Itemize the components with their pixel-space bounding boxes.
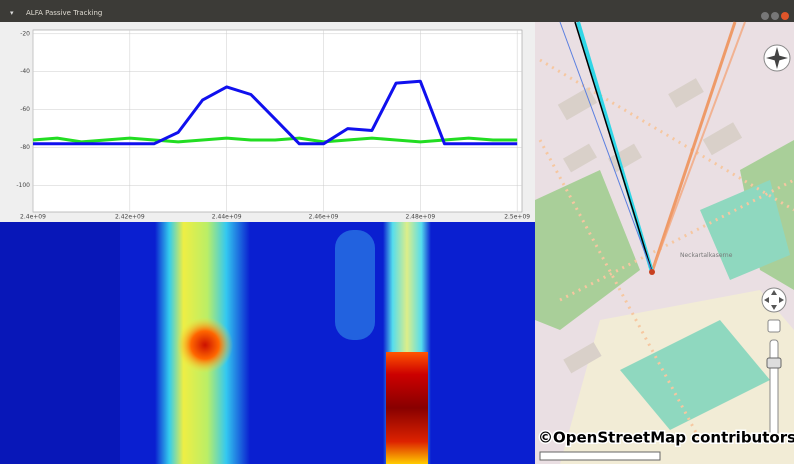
y-tick-label: -40 bbox=[20, 68, 30, 75]
x-tick-label: 2.5e+09 bbox=[504, 214, 530, 221]
maximize-button[interactable] bbox=[771, 12, 779, 20]
title-bar bbox=[0, 0, 794, 22]
zoom-slider[interactable] bbox=[770, 340, 778, 440]
window-title: ALFA Passive Tracking bbox=[26, 9, 102, 17]
x-tick-label: 2.48e+09 bbox=[405, 214, 435, 221]
waterfall bbox=[0, 222, 535, 464]
y-tick-label: -60 bbox=[20, 106, 30, 113]
map-label: Neckartalkaserne bbox=[680, 252, 733, 259]
y-tick-label: -100 bbox=[16, 182, 30, 189]
x-tick-label: 2.4e+09 bbox=[20, 214, 46, 221]
minimize-button[interactable] bbox=[761, 12, 769, 20]
compass[interactable] bbox=[764, 45, 790, 71]
scale-bar bbox=[540, 452, 660, 460]
home-button[interactable] bbox=[768, 320, 780, 332]
x-tick-label: 2.46e+09 bbox=[309, 214, 339, 221]
x-tick-label: 2.44e+09 bbox=[212, 214, 242, 221]
y-tick-label: -80 bbox=[20, 144, 30, 151]
zoom-handle[interactable] bbox=[767, 358, 781, 368]
page: {"window": {"title": "ALFA Passive Track… bbox=[0, 0, 794, 464]
y-tick-label: -20 bbox=[20, 30, 30, 37]
pan-control[interactable] bbox=[762, 288, 786, 312]
close-button[interactable] bbox=[781, 12, 789, 20]
map: Neckartalkaserne ©OpenStreetMap contribu… bbox=[535, 22, 794, 464]
x-tick-label: 2.42e+09 bbox=[115, 214, 145, 221]
attribution: ©OpenStreetMap contributors bbox=[538, 429, 794, 447]
app-window: ▾ ALFA Passive Tracking -20 -40 -60 -80 -100… bbox=[0, 0, 794, 464]
menu-arrow[interactable]: ▾ bbox=[10, 9, 14, 17]
